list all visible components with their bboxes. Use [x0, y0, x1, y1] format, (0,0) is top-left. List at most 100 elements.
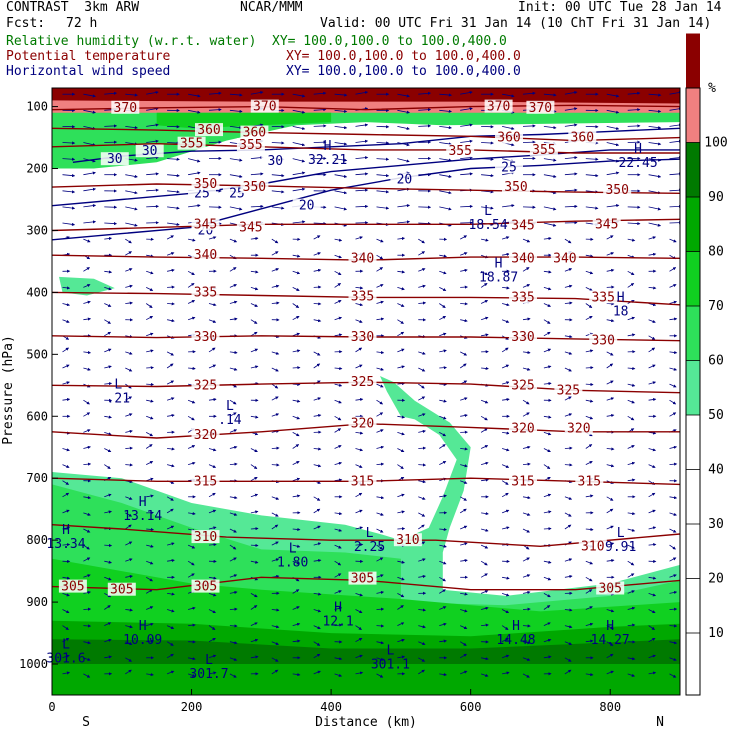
wind-vector-286 — [397, 236, 406, 241]
theta-contour-label-310-2: 310 — [581, 539, 604, 554]
wind-vector-145 — [585, 157, 599, 161]
wind-vector-536 — [606, 363, 614, 369]
wind-vector-545 — [166, 380, 175, 385]
wind-vector-1019 — [669, 624, 678, 628]
wind-vector-143 — [543, 158, 557, 162]
wind-vector-289 — [460, 235, 468, 240]
wind-vector-616 — [397, 415, 406, 419]
extremum-symbol-1: L — [226, 399, 234, 414]
wind-vector-807 — [627, 511, 636, 516]
wind-vector-84 — [564, 123, 578, 127]
theta-contour-label-bg-350-3 — [603, 183, 632, 197]
wind-vector-488 — [229, 350, 238, 355]
wind-vector-684 — [564, 446, 573, 450]
wind-vector-350 — [480, 270, 489, 275]
theta-contour-label-bg-305-0 — [58, 579, 87, 593]
wind-vector-446 — [606, 319, 615, 323]
wind-vector-620 — [480, 415, 488, 421]
theta-contour-label-bg-360-2 — [495, 130, 523, 144]
wind-vector-16 — [397, 93, 410, 98]
wind-vector-678 — [439, 444, 446, 449]
wind-vector-59 — [669, 107, 680, 111]
wind-vector-612 — [313, 413, 322, 418]
wind-vector-907 — [208, 576, 217, 580]
wind-vector-957 — [627, 590, 635, 594]
wind-vector-793 — [334, 511, 343, 516]
wind-vector-120 — [62, 157, 76, 161]
wind-vector-731 — [292, 477, 301, 482]
wind-vector-487 — [208, 347, 216, 353]
wind-vector-841 — [83, 544, 90, 550]
wind-vector-240 — [62, 222, 76, 226]
wind-vector-648 — [439, 432, 447, 437]
wind-vector-920 — [480, 573, 488, 578]
wind-vector-297 — [627, 238, 636, 242]
wind-vector-983 — [543, 605, 551, 610]
extremum-value-0: .21 — [107, 391, 130, 406]
wind-vector-832 — [522, 528, 531, 533]
wind-vector-950 — [480, 590, 489, 594]
wind-vector-245 — [167, 222, 180, 226]
wind-vector-949 — [460, 592, 468, 596]
wind-vector-741 — [501, 480, 509, 485]
wind-vector-994 — [146, 622, 154, 626]
wind-vector-383 — [543, 287, 552, 291]
wind-vector-452 — [104, 331, 112, 337]
wind-vector-440 — [480, 316, 489, 321]
wind-vector-557 — [418, 383, 425, 389]
wind-contour-label-bg-20-1 — [292, 198, 321, 212]
wind-vector-838 — [648, 526, 657, 530]
wind-vector-581 — [292, 399, 301, 403]
wind-vector-242 — [104, 221, 118, 226]
wind-vector-658 — [648, 431, 657, 435]
wind-vector-1027 — [208, 638, 216, 643]
wind-vector-1015 — [585, 622, 594, 626]
x-tick-label-800: 800 — [599, 700, 621, 714]
wind-vector-704 — [355, 464, 363, 468]
y-tick-label-900: 900 — [26, 595, 48, 609]
wind-vector-58 — [648, 109, 662, 113]
theta-contour-label-bg-340-1 — [348, 251, 377, 265]
wind-vector-952 — [522, 590, 531, 595]
wind-vector-21 — [502, 93, 515, 98]
wind-vector-573 — [125, 396, 133, 401]
wind-vector-837 — [627, 528, 636, 532]
wind-vector-380 — [480, 283, 488, 288]
extremum-value-6: 9.91 — [605, 540, 636, 555]
wind-vector-836 — [606, 525, 614, 530]
wind-vector-966 — [188, 606, 196, 610]
theta-contour-label-325-3: 325 — [557, 383, 580, 398]
wind-vector-653 — [543, 432, 552, 436]
extremum-symbol-5: L — [366, 526, 374, 541]
wind-vector-283 — [334, 238, 343, 242]
wind-vector-833 — [543, 527, 552, 531]
wind-vector-886 — [397, 560, 405, 564]
wind-vector-707 — [418, 463, 427, 467]
wind-vector-223 — [334, 206, 348, 211]
theta-contour-label-360-3: 360 — [571, 131, 594, 146]
wind-vector-903 — [125, 574, 133, 579]
wind-vector-83 — [543, 126, 557, 130]
wind-vector-381 — [502, 286, 510, 290]
wind-vector-974 — [355, 609, 363, 613]
wind-vector-384 — [564, 284, 573, 288]
wind-vector-509 — [669, 350, 678, 355]
theta-contour-label-370-0: 370 — [114, 101, 137, 116]
wind-vector-377 — [418, 284, 426, 288]
wind-vector-139 — [460, 156, 473, 160]
wind-vector-953 — [543, 593, 551, 598]
wind-vector-1090 — [271, 669, 279, 675]
wind-vector-168 — [439, 174, 452, 178]
wind-vector-831 — [502, 526, 510, 530]
wind-vector-625 — [585, 415, 594, 420]
wind-vector-354 — [564, 268, 573, 272]
theta-contour-label-335-0: 335 — [194, 285, 217, 300]
wind-vector-62 — [104, 124, 118, 128]
wind-vector-583 — [334, 399, 342, 404]
wind-vector-975 — [376, 607, 385, 611]
wind-vector-524 — [355, 364, 363, 369]
extremum-value-1: .14 — [218, 413, 242, 428]
wind-vector-408 — [439, 303, 446, 308]
wind-vector-529 — [459, 363, 467, 369]
wind-vector-602 — [104, 415, 112, 419]
